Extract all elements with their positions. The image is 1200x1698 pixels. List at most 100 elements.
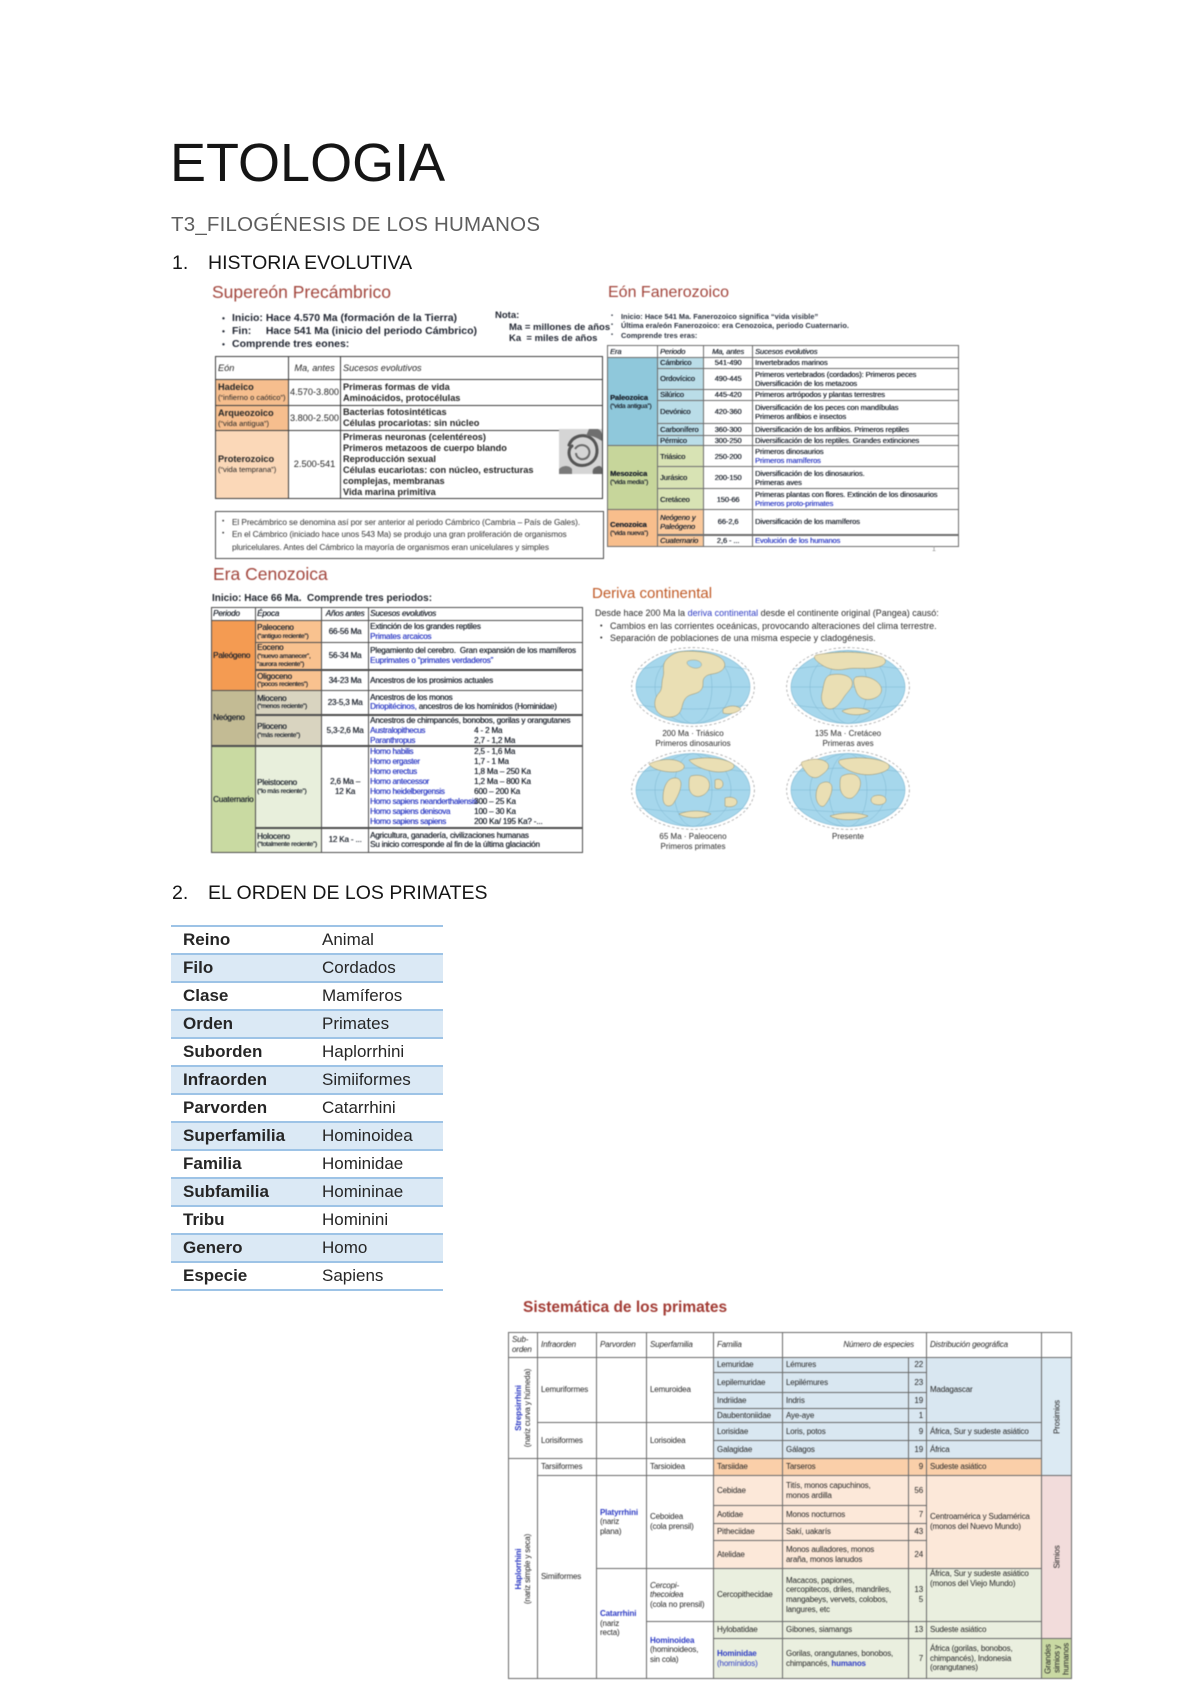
cell-line: Holoceno bbox=[257, 831, 290, 841]
list-item: Cambios en las corrientes oceánicas, pro… bbox=[600, 620, 937, 632]
table-cell: 300-250 bbox=[703, 434, 753, 447]
cell-line: (nariz bbox=[600, 1517, 643, 1527]
cell-line: Aminoácidos, protocélulas bbox=[343, 392, 461, 403]
cell-line: Primates arcaicos bbox=[370, 632, 581, 642]
table-cell: Número de especies bbox=[781, 1332, 928, 1358]
table-cell: 2.500-541 bbox=[288, 430, 341, 499]
cell-line: Vida marina primitiva bbox=[343, 486, 436, 497]
cell-line: Lorisidae bbox=[717, 1426, 749, 1436]
cell-line: Primeros metazoos de cuerpo blando bbox=[343, 442, 507, 453]
table-cell: Cebidae bbox=[713, 1475, 783, 1506]
cell-line: Invertebrados marinos bbox=[755, 358, 828, 368]
cell-line: Infraorden bbox=[183, 1070, 268, 1089]
cell-line: Haplorrhini bbox=[514, 1533, 523, 1603]
cell-line: Strepsirrhini bbox=[514, 1369, 523, 1448]
cell-line: 490-445 bbox=[714, 374, 742, 384]
cell-line: (“antiguo reciente”) bbox=[257, 633, 320, 641]
table-cell: Paleoceno (“antiguo reciente”) bbox=[255, 620, 322, 643]
cell-line: Cuaternario bbox=[213, 794, 254, 804]
cell-line: Eón bbox=[218, 362, 235, 373]
text-segment: (nariz bbox=[600, 1517, 620, 1527]
table-row: Era Periodo Ma, antes Sucesos evolutivos bbox=[607, 345, 959, 358]
slide-lead: Desde hace 200 Ma la deriva continental … bbox=[595, 608, 939, 618]
text-segment: (“antiguo reciente”) bbox=[257, 632, 309, 640]
text-segment: Primates arcaicos bbox=[370, 631, 432, 641]
cell-line: África, Sur y sudeste asiático bbox=[930, 1569, 1029, 1579]
table-row: Pérmico 300-250 Diversificación de los rep… bbox=[608, 434, 959, 447]
cell-line: (“vida media”) bbox=[610, 478, 655, 486]
cell-line: simios y bbox=[1052, 1644, 1062, 1673]
cell-line: Grandes bbox=[1043, 1643, 1053, 1674]
cell-line: Mamíferos bbox=[322, 986, 403, 1005]
table-cell: Primeras formas de vida Aminoácidos, prot… bbox=[340, 379, 603, 406]
table-row: Hominidae (homínidos) Gorilas, orangutanes… bbox=[509, 1638, 1073, 1679]
table-row: Haplorrhini (nariz simple y seca) Tarsiifo… bbox=[508, 1458, 1072, 1679]
cell-line: thecoidea bbox=[650, 1590, 710, 1600]
cell-line: Agricultura, ganadería, civilizaciones h… bbox=[370, 830, 529, 840]
cell-line: Monos nocturnos bbox=[786, 1509, 846, 1519]
table-row: Clase Mamíferos bbox=[171, 981, 443, 1010]
table-row: Ordovícico 490-445 Primeros vertebrados (c… bbox=[608, 368, 959, 390]
table-cell: Tarsioidea bbox=[646, 1458, 714, 1476]
table-cell: África (gorilas, bonobos, chimpancés), In… bbox=[926, 1638, 1043, 1679]
text-segment: (“vida temprana”) bbox=[218, 465, 277, 475]
table-cell: Sakí, uakarís bbox=[782, 1523, 909, 1541]
cell-line: Diversificación de los anfibios. Primero… bbox=[755, 424, 909, 434]
table-cell: Ma, antes bbox=[703, 345, 753, 358]
table-cell: 66-2,6 bbox=[703, 509, 753, 536]
cell-line: (“vida temprana”) bbox=[218, 465, 286, 475]
table-cell: 420-360 bbox=[703, 400, 753, 424]
text-segment: (“vida antigua”) bbox=[610, 403, 652, 411]
table-cell: Especie bbox=[171, 1261, 320, 1291]
table-cell: Lepilémures bbox=[782, 1372, 909, 1393]
cell-line: Lemuroidea bbox=[650, 1385, 691, 1395]
cell-line: África bbox=[930, 1444, 950, 1454]
table-cell: Primeros artrópodos y plantas terrestres bbox=[752, 389, 959, 401]
table-cell: Era bbox=[607, 345, 658, 358]
table-cell: Monos nocturnos bbox=[782, 1505, 909, 1524]
cell-line: (“totalmente reciente”) bbox=[257, 841, 320, 849]
cell-line: Cordados bbox=[322, 958, 396, 977]
table-row: Tribu Hominini bbox=[171, 1205, 443, 1234]
table-cell: Gorilas, orangutanes, bonobos, chimpancés… bbox=[782, 1638, 909, 1679]
map-65ma-paleoceno bbox=[631, 750, 755, 830]
table-cell: Infraorden bbox=[171, 1065, 320, 1094]
cell-line: Loris, potos bbox=[786, 1426, 826, 1436]
text-segment: Homo erectus bbox=[370, 767, 417, 777]
table-cell: Haplorrhini (nariz simple y seca) bbox=[508, 1458, 538, 1679]
cell-line: 300-250 bbox=[714, 436, 742, 445]
table-row: Carbonífero 360-300 Diversificación de los… bbox=[608, 423, 959, 436]
text-segment: (“vida media”) bbox=[610, 479, 649, 487]
table-cell: 2,6 - ... bbox=[703, 533, 753, 548]
cell-line: Ancestros de los prosimios actuales bbox=[370, 675, 493, 685]
table-cell: 24 bbox=[907, 1540, 928, 1569]
text-segment: (cola no prensil) bbox=[650, 1599, 705, 1609]
table-row: Neógeno Mioceno (“menos reciente”) 23-5,3 M… bbox=[211, 690, 583, 747]
cell-line: 23-5,3 Ma bbox=[327, 697, 363, 707]
text-segment: Primeros mamíferos bbox=[755, 456, 821, 466]
text-segment: (hominoideos, bbox=[650, 1645, 699, 1655]
cell-line: Macacos, papiones, bbox=[786, 1575, 855, 1585]
table-cell: Hominoidea (hominoideos, sin cola) bbox=[646, 1621, 714, 1679]
table-cell: 150-66 bbox=[703, 488, 753, 511]
continent-gondwana-e bbox=[853, 676, 882, 700]
table-cell: Grandes simios y humanos bbox=[1041, 1638, 1073, 1679]
slide-title: Deriva continental bbox=[592, 585, 713, 602]
table-cell: Daubentoniidae bbox=[713, 1408, 783, 1423]
text-segment: Evolución de los humanos bbox=[755, 536, 841, 546]
cell-line: Paranthropus 2,7 - 1,2 Ma bbox=[370, 736, 581, 746]
text-segment: (nariz curva y húmeda) bbox=[523, 1368, 532, 1448]
table-row: Superfamilia Hominoidea bbox=[171, 1121, 443, 1150]
text-segment: Homo sapiens neanderthalensis bbox=[370, 796, 477, 806]
cell-line: Homo sapiens sapiens 200 Ka/ 195 Ka? -... bbox=[370, 817, 581, 827]
text-segment: 4 - 2 Ma bbox=[474, 725, 503, 735]
table: Eón Ma, antes Sucesos evolutivos Hadeico (“i… bbox=[215, 356, 603, 499]
text-segment: “aurora reciente”) bbox=[257, 660, 304, 668]
map-caption-3: 65 Ma · Paleoceno Primeros primates bbox=[659, 832, 727, 851]
cell-line: Superfamilia bbox=[650, 1340, 693, 1350]
table-cell: 9 bbox=[907, 1422, 928, 1441]
cell-line: (“vida antigua”) bbox=[218, 419, 286, 429]
cell-line: Primeros mamíferos bbox=[755, 456, 956, 465]
table-cell: Superfamilia bbox=[646, 1332, 714, 1358]
text-segment: Proterozoico bbox=[218, 454, 275, 465]
